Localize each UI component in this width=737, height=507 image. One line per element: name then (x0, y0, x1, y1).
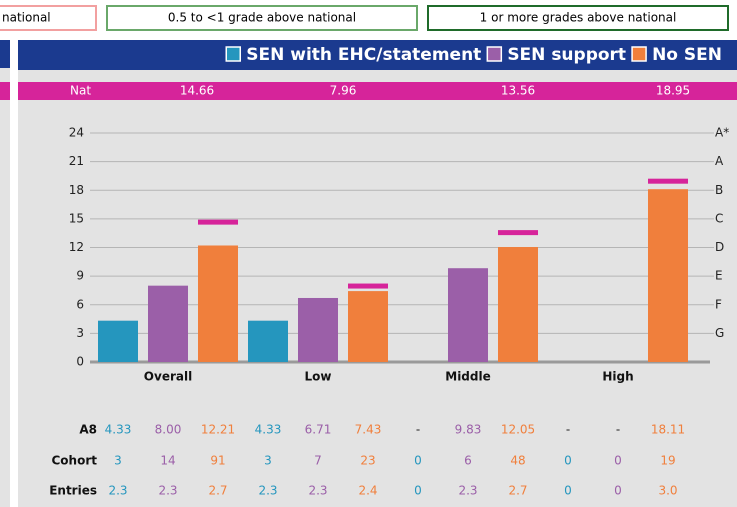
y-tick-label: 9 (76, 269, 84, 283)
band-label: 0.5 to <1 grade above national (168, 11, 356, 25)
table-cell: 0 (414, 484, 422, 498)
table-cell: 2.3 (308, 484, 327, 498)
legend-swatch (486, 46, 503, 62)
y2-tick-label: E (715, 269, 723, 283)
y2-tick-label: A* (715, 126, 729, 140)
table-cell: 2.3 (158, 484, 177, 498)
nat-marker (498, 230, 538, 236)
y2-tick-label: D (715, 240, 724, 254)
band-box (0, 5, 97, 31)
y2-tick-label: G (715, 326, 724, 340)
band-box (106, 5, 418, 31)
table-cell: 7.43 (355, 423, 382, 437)
table-cell: 18.11 (651, 423, 685, 437)
band-label: national (2, 11, 51, 25)
table-cell: 2.4 (358, 484, 377, 498)
nat-value: 13.56 (501, 84, 535, 98)
y-tick-label: 0 (76, 355, 84, 369)
x-tick-label: Overall (144, 370, 192, 384)
legend-swatch (631, 46, 647, 62)
table-cell: 9.83 (455, 423, 482, 437)
legend-label: SEN with EHC/statement (246, 45, 481, 65)
table-cell: 3 (264, 454, 272, 468)
table-cell: - (416, 423, 420, 437)
band-label: 1 or more grades above national (480, 11, 677, 25)
table-cell: 0 (614, 484, 622, 498)
nat-label: Nat (70, 84, 91, 98)
y-tick-label: 6 (76, 297, 84, 311)
bar (198, 245, 238, 362)
table-cell: 3.0 (658, 484, 677, 498)
table-cell: 0 (614, 454, 622, 468)
bar (248, 320, 288, 362)
side-panel (0, 40, 10, 507)
table-cell: 8.00 (155, 423, 182, 437)
x-tick-label: Low (305, 370, 332, 384)
header-bar (18, 40, 737, 70)
bar (98, 320, 138, 362)
y2-tick-label: A (715, 154, 724, 168)
table-cell: 2.7 (208, 484, 227, 498)
table-cell: 91 (210, 454, 225, 468)
table-cell: 12.21 (201, 423, 235, 437)
nat-value: 18.95 (656, 84, 690, 98)
bar (498, 247, 538, 362)
y-tick-label: 21 (69, 154, 84, 168)
y2-tick-label: C (715, 211, 723, 225)
x-tick-label: High (602, 370, 633, 384)
x-tick-label: Middle (445, 370, 491, 384)
table-cell: 6.71 (305, 423, 332, 437)
table-cell: 4.33 (105, 423, 132, 437)
nat-bar (18, 82, 737, 100)
table-cell: 7 (314, 454, 322, 468)
table-cell: 0 (414, 454, 422, 468)
table-cell: - (566, 423, 570, 437)
side-header (0, 40, 10, 68)
legend-label: No SEN (652, 45, 722, 65)
bar (348, 291, 388, 362)
table-cell: 0 (564, 484, 572, 498)
table-cell: 2.7 (508, 484, 527, 498)
y-tick-label: 18 (69, 183, 84, 197)
table-cell: 14 (160, 454, 175, 468)
y-tick-label: 15 (69, 211, 84, 225)
row-label: A8 (79, 423, 97, 437)
band-box (427, 5, 729, 31)
nat-value: 7.96 (330, 84, 357, 98)
table-cell: 23 (360, 454, 375, 468)
legend-label: SEN support (507, 45, 626, 65)
table-cell: 6 (464, 454, 472, 468)
legend-swatch (225, 46, 241, 62)
table-cell: 2.3 (458, 484, 477, 498)
y-tick-label: 3 (76, 326, 84, 340)
table-cell: 48 (510, 454, 525, 468)
table-cell: 12.05 (501, 423, 535, 437)
bar (298, 297, 338, 362)
table-cell: 4.33 (255, 423, 282, 437)
table-cell: 3 (114, 454, 122, 468)
nat-value: 14.66 (180, 84, 214, 98)
bar (448, 268, 488, 362)
panel (18, 40, 737, 507)
y-tick-label: 12 (69, 240, 84, 254)
nat-marker (648, 178, 688, 184)
y2-tick-label: F (715, 297, 722, 311)
table-cell: 2.3 (108, 484, 127, 498)
bar (648, 189, 688, 362)
table-cell: 19 (660, 454, 675, 468)
row-label: Entries (49, 484, 97, 498)
table-cell: - (616, 423, 620, 437)
table-cell: 0 (564, 454, 572, 468)
y2-tick-label: B (715, 183, 723, 197)
table-cell: 2.3 (258, 484, 277, 498)
nat-marker (348, 283, 388, 289)
bar (148, 285, 188, 362)
side-nat (0, 82, 10, 100)
y-tick-label: 24 (69, 126, 84, 140)
row-label: Cohort (52, 454, 98, 468)
nat-marker (198, 219, 238, 225)
